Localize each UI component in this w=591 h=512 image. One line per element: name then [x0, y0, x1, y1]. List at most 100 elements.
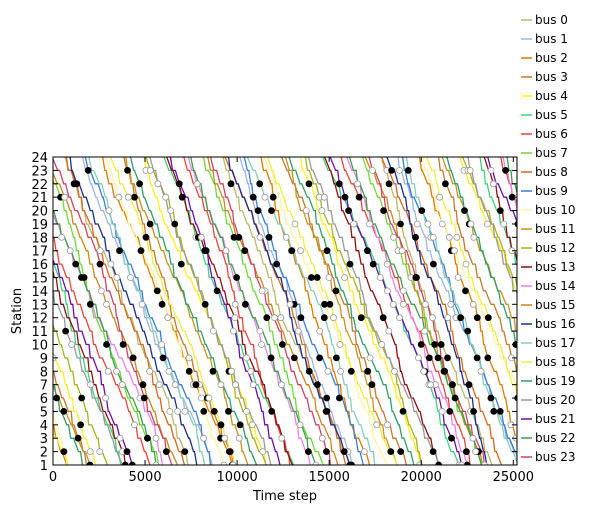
stop-marker [326, 300, 334, 308]
stop-marker [389, 300, 397, 308]
stop-marker [96, 247, 104, 255]
stop-marker [174, 407, 182, 415]
legend-entry: bus 1 [535, 32, 568, 46]
stop-marker [282, 233, 290, 241]
stop-marker [397, 220, 404, 228]
stop-marker [340, 448, 348, 456]
legend-entry: bus 10 [535, 203, 576, 217]
legend-entry: bus 4 [535, 89, 568, 103]
stop-marker [391, 367, 398, 375]
stop-marker [324, 367, 332, 375]
stop-marker [587, 368, 591, 374]
stop-marker [96, 260, 104, 268]
stop-marker [418, 207, 426, 215]
stop-marker [472, 448, 479, 456]
y-tick-label: 6 [40, 392, 48, 407]
stop-marker [462, 260, 470, 268]
stop-marker [78, 274, 85, 281]
stop-marker [337, 367, 345, 375]
stop-marker [477, 367, 485, 375]
series-line-bus-20 [465, 157, 517, 296]
stop-marker [387, 448, 395, 456]
stop-marker [60, 407, 68, 415]
stop-marker [522, 288, 528, 294]
series-line-bus-10 [262, 157, 388, 465]
stop-marker [23, 248, 29, 254]
stop-marker [322, 407, 330, 415]
stop-marker [325, 274, 333, 281]
stop-marker [103, 341, 110, 348]
series-line-bus-21 [53, 258, 133, 465]
stop-marker [360, 448, 368, 456]
series-line-bus-5 [478, 157, 517, 267]
stop-marker [155, 381, 163, 389]
stop-marker [307, 274, 315, 281]
stop-marker [481, 461, 488, 465]
stop-marker [86, 300, 94, 308]
stop-marker [159, 354, 167, 362]
stop-marker [316, 354, 324, 362]
stop-marker [118, 381, 126, 389]
stop-marker [369, 260, 377, 268]
legend-entry: bus 13 [535, 260, 576, 274]
series-line-bus-4 [458, 157, 517, 292]
stop-marker [115, 193, 123, 201]
stop-marker [413, 220, 421, 228]
series-line-bus-19 [445, 157, 517, 346]
series-line-bus-22 [347, 157, 483, 465]
stop-marker [489, 180, 497, 188]
legend-entry: bus 18 [535, 355, 576, 369]
legend-entry: bus 16 [535, 317, 576, 331]
stop-marker [366, 220, 374, 228]
stop-marker [473, 354, 481, 362]
stop-marker [1, 342, 7, 348]
stop-marker [322, 448, 330, 456]
stop-marker [213, 287, 221, 295]
stop-marker [461, 207, 468, 215]
stop-marker [58, 233, 66, 241]
series-line-bus-22 [53, 209, 157, 465]
stop-marker [496, 207, 504, 215]
stop-marker [277, 314, 285, 322]
stop-marker [243, 407, 250, 415]
legend-entry: bus 17 [535, 336, 576, 350]
stop-marker [249, 381, 257, 389]
stop-marker [368, 381, 376, 389]
legend-entry: bus 5 [535, 108, 568, 122]
stop-marker [247, 367, 255, 375]
stop-marker [140, 394, 148, 402]
x-tick-label: 10000 [216, 470, 257, 485]
series-line-bus-18 [424, 157, 517, 398]
y-tick-label: 16 [31, 258, 48, 273]
stop-marker [429, 233, 437, 241]
stop-marker [332, 287, 340, 295]
stop-marker [193, 180, 201, 188]
stop-marker [357, 314, 365, 322]
stop-marker [103, 300, 110, 308]
stop-marker [164, 314, 172, 322]
stop-marker [268, 207, 275, 215]
stop-marker [445, 233, 453, 241]
stop-marker [23, 408, 29, 414]
stop-marker [200, 434, 208, 442]
stop-marker [278, 341, 286, 348]
stop-marker [273, 260, 281, 268]
stop-marker [318, 434, 326, 442]
stop-marker [60, 448, 68, 456]
x-axis: 0 5000 10000 15000 20000 25000 [49, 157, 534, 485]
stop-marker [7, 368, 13, 374]
stop-marker [330, 314, 337, 322]
stop-marker [171, 220, 179, 228]
stop-marker [397, 448, 405, 456]
stop-marker [153, 287, 161, 295]
stop-marker [286, 300, 294, 308]
stop-marker [146, 166, 154, 174]
x-tick-label: 5000 [129, 470, 162, 485]
stop-marker [313, 274, 321, 281]
stop-marker [185, 354, 193, 362]
x-axis-label: Time step [252, 489, 317, 504]
stop-marker [335, 180, 343, 188]
stop-marker [521, 221, 527, 227]
stop-marker [0, 234, 1, 240]
stop-marker [113, 367, 120, 375]
